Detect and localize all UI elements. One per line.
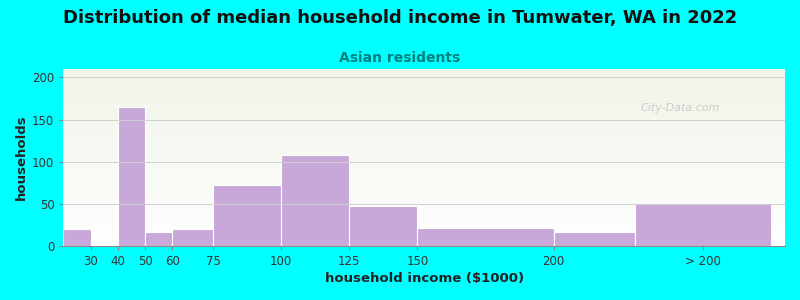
- Bar: [63, 229, 90, 246]
- Text: City-Data.com: City-Data.com: [641, 103, 720, 113]
- Bar: [172, 229, 214, 246]
- Bar: [145, 232, 172, 246]
- Bar: [418, 228, 554, 246]
- Y-axis label: households: households: [15, 115, 28, 200]
- Bar: [635, 204, 771, 246]
- Bar: [350, 206, 418, 246]
- X-axis label: household income ($1000): household income ($1000): [325, 272, 524, 285]
- Text: Asian residents: Asian residents: [339, 51, 461, 65]
- Text: Distribution of median household income in Tumwater, WA in 2022: Distribution of median household income …: [63, 9, 737, 27]
- Bar: [118, 107, 145, 246]
- Bar: [282, 155, 350, 246]
- Bar: [214, 185, 282, 246]
- Bar: [554, 232, 635, 246]
